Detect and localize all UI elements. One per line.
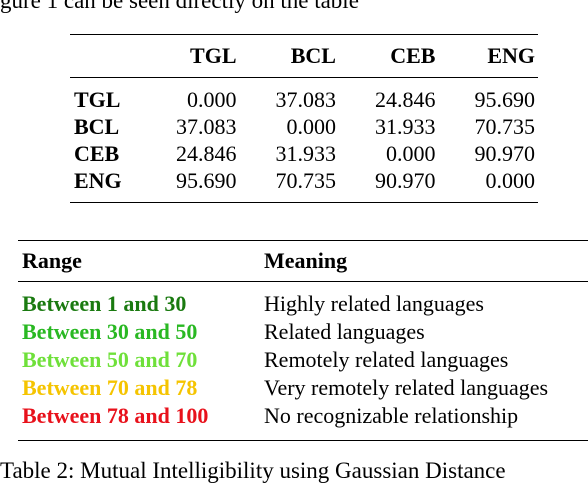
range-row: Between 50 and 70 Remotely related langu… (18, 346, 588, 374)
range-meaning: Very remotely related languages (264, 375, 549, 400)
matrix-cell: 95.690 (140, 167, 240, 203)
meaning-column-header: Meaning (264, 240, 588, 282)
matrix-col-header: BCL (239, 34, 339, 78)
matrix-row: CEB 24.846 31.933 0.000 90.970 (70, 140, 538, 167)
range-row: Between 1 and 30 Highly related language… (18, 282, 588, 319)
matrix-cell: 90.970 (339, 167, 439, 203)
range-row: Between 70 and 78 Very remotely related … (18, 374, 588, 402)
range-meaning: Remotely related languages (264, 347, 509, 372)
matrix-cell: 95.690 (474, 86, 536, 112)
matrix-col-header: CEB (339, 34, 439, 78)
matrix-cell: 0.000 (286, 113, 337, 139)
matrix-cell: 31.933 (375, 113, 436, 139)
matrix-row-header: ENG (70, 167, 140, 203)
matrix-cell: 37.083 (176, 113, 237, 139)
matrix-row-header: CEB (74, 140, 120, 166)
matrix-cell: 24.846 (375, 86, 436, 112)
matrix-cell: 90.970 (474, 140, 536, 166)
range-label: Between 50 and 70 (22, 347, 198, 372)
range-meaning: Highly related languages (264, 291, 484, 316)
matrix-row-header: BCL (74, 113, 120, 139)
matrix-cell: 31.933 (275, 140, 337, 166)
matrix-cell: 0.000 (386, 140, 436, 166)
range-label: Between 1 and 30 (22, 291, 187, 316)
range-meaning: Related languages (264, 319, 425, 344)
matrix-row: BCL 37.083 0.000 31.933 70.735 (70, 113, 538, 140)
matrix-cell: 70.735 (239, 167, 339, 203)
range-column-header: Range (18, 240, 264, 282)
matrix-cell: 0.000 (187, 86, 237, 112)
matrix-row: ENG 95.690 70.735 90.970 0.000 (70, 167, 538, 203)
ranges-header-row: Range Meaning (18, 240, 588, 282)
matrix-cell: 37.083 (275, 86, 337, 112)
range-meaning-table: Range Meaning Between 1 and 30 Highly re… (18, 240, 588, 441)
matrix-cell: 0.000 (438, 167, 538, 203)
range-label: Between 78 and 100 (18, 402, 264, 441)
matrix-cell: 24.846 (176, 140, 237, 166)
matrix-col-header: TGL (140, 34, 240, 78)
range-label: Between 30 and 50 (22, 319, 198, 344)
range-row: Between 30 and 50 Related languages (18, 318, 588, 346)
range-row: Between 78 and 100 No recognizable relat… (18, 402, 588, 441)
matrix-row: TGL 0.000 37.083 24.846 95.690 (70, 78, 538, 114)
matrix-cell: 70.735 (474, 113, 536, 139)
cropped-body-text-top: gure 1 can be seen directly on the table (0, 0, 359, 13)
matrix-header-row: TGL BCL CEB ENG (70, 34, 538, 78)
distance-matrix-table: TGL BCL CEB ENG TGL 0.000 37.083 24.846 … (70, 34, 538, 203)
matrix-col-header: ENG (438, 34, 538, 78)
range-label: Between 70 and 78 (22, 375, 198, 400)
matrix-corner-cell (70, 34, 140, 78)
matrix-row-header: TGL (74, 86, 121, 112)
range-meaning: No recognizable relationship (264, 402, 588, 441)
cropped-caption-bottom: Table 2: Mutual Intelligibility using Ga… (0, 458, 506, 483)
